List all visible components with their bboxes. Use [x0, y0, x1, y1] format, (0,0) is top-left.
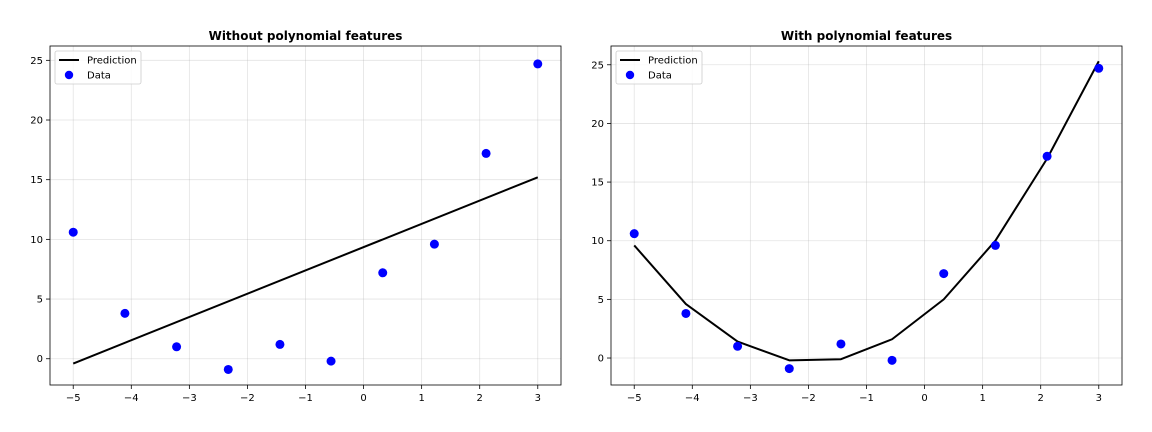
left-x-tick-label: 3: [535, 393, 541, 404]
right-data-point: [733, 341, 743, 351]
right-data-point: [836, 339, 846, 349]
left-data-point: [378, 268, 388, 278]
right-x-tick-label: −4: [685, 393, 700, 404]
left-data-point: [223, 364, 233, 374]
right-x-tick-label: 0: [921, 393, 927, 404]
right-x-tick-label: 3: [1096, 393, 1102, 404]
right-data-point: [784, 364, 794, 374]
right-legend-data-swatch: [625, 70, 635, 80]
left-data-point: [481, 148, 491, 158]
left-prediction-line: [72, 176, 539, 365]
left-x-tick-label: 0: [360, 393, 366, 404]
right-legend-data-label: Data: [648, 71, 672, 82]
right-x-tick-label: −1: [859, 393, 874, 404]
left-grid: [50, 46, 561, 385]
right-chart: −5 −4 −3 −2 −1 0 1 2 3 0 5 10 15 20 25 With polynomial…: [591, 29, 1123, 404]
right-x-tick-label: 2: [1038, 393, 1044, 404]
right-chart-title: With polynomial features: [781, 29, 952, 43]
left-data-point: [275, 339, 285, 349]
right-y-tick-label: 25: [591, 60, 604, 71]
left-series: [68, 59, 543, 374]
left-x-tick-label: −2: [240, 393, 255, 404]
right-data-point: [681, 308, 691, 318]
left-y-tick-label: 5: [37, 295, 43, 306]
right-x-tick-label: 1: [979, 393, 985, 404]
left-x-tick-label: 2: [477, 393, 483, 404]
left-x-tick-label: −1: [298, 393, 313, 404]
right-y-tick-label: 10: [591, 236, 604, 247]
right-data-point: [629, 229, 639, 239]
left-y-tick-label: 20: [30, 116, 43, 127]
right-y-tick-label: 15: [591, 178, 604, 189]
left-x-tick-label: −3: [182, 393, 197, 404]
right-data-point: [887, 355, 897, 365]
left-x-tick-label: −5: [66, 393, 81, 404]
right-y-tick-label: 0: [598, 354, 604, 365]
right-ticks: −5 −4 −3 −2 −1 0 1 2 3 0 5 10 15 20 25: [591, 60, 1102, 404]
left-data-point: [533, 59, 543, 69]
left-legend-data-label: Data: [87, 71, 111, 82]
left-chart: −5 −4 −3 −2 −1 0 1 2 3 0 5 10 15 20 25 Without polynom…: [30, 29, 562, 404]
left-x-tick-label: −4: [124, 393, 139, 404]
right-data-point: [1094, 63, 1104, 73]
left-data-point: [429, 239, 439, 249]
left-y-tick-label: 25: [30, 56, 43, 67]
right-legend-prediction-label: Prediction: [648, 56, 698, 67]
right-x-tick-label: −5: [627, 393, 642, 404]
right-x-tick-label: −2: [801, 393, 816, 404]
left-x-tick-label: 1: [418, 393, 424, 404]
left-y-tick-label: 0: [37, 354, 43, 365]
right-y-tick-label: 20: [591, 119, 604, 130]
left-y-tick-label: 10: [30, 235, 43, 246]
right-x-tick-label: −3: [743, 393, 758, 404]
left-data-point: [68, 227, 78, 237]
right-legend: Prediction Data: [615, 50, 703, 85]
left-chart-title: Without polynomial features: [209, 29, 403, 43]
left-data-point: [120, 308, 130, 318]
left-ticks: −5 −4 −3 −2 −1 0 1 2 3 0 5 10 15 20 25: [30, 56, 541, 404]
right-y-tick-label: 5: [598, 295, 604, 306]
right-series: [629, 60, 1104, 374]
right-data-point: [990, 240, 1000, 250]
left-data-point: [172, 342, 182, 352]
left-legend-prediction-label: Prediction: [87, 56, 137, 67]
right-data-point: [1042, 151, 1052, 161]
left-legend-data-swatch: [64, 70, 74, 80]
left-data-point: [326, 356, 336, 366]
right-prediction-line: [633, 60, 1100, 362]
left-y-tick-label: 15: [30, 175, 43, 186]
right-data-point: [939, 269, 949, 279]
left-legend: Prediction Data: [54, 50, 142, 85]
